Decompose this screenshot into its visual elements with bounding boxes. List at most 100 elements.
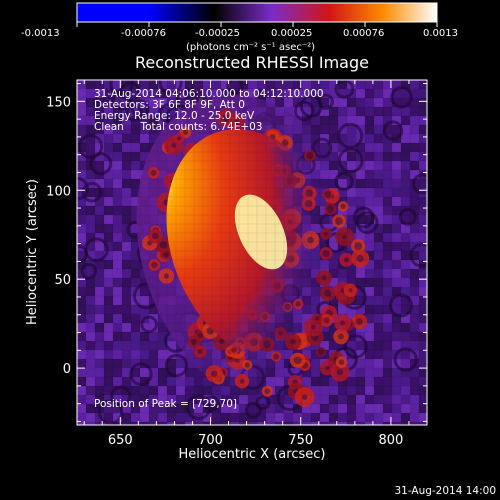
noise-cell	[86, 251, 95, 260]
noise-cell	[221, 89, 230, 98]
noise-cell	[149, 134, 158, 143]
noise-cell	[401, 98, 410, 107]
noise-cell	[419, 269, 427, 278]
noise-cell	[293, 422, 302, 425]
noise-cell	[158, 377, 167, 386]
noise-cell	[86, 386, 95, 395]
flare-lobe-hole	[356, 254, 364, 263]
noise-cell	[86, 233, 95, 242]
noise-cell	[347, 107, 356, 116]
noise-cell	[374, 161, 383, 170]
noise-cell	[374, 98, 383, 107]
noise-cell	[374, 206, 383, 215]
noise-cell	[113, 188, 122, 197]
noise-cell	[185, 98, 194, 107]
noise-cell	[77, 260, 86, 269]
noise-cell	[203, 422, 212, 425]
annotation-detectors: Detectors: 3F 6F 8F 9F, Att 0	[94, 99, 245, 111]
noise-cell	[419, 89, 427, 98]
y-tick-label: 150	[46, 95, 71, 110]
flare-lobe-hole	[163, 273, 170, 279]
noise-cell	[374, 215, 383, 224]
flare-lobe-hole	[197, 332, 204, 339]
noise-cell	[149, 332, 158, 341]
noise-cell	[392, 233, 401, 242]
noise-cell	[113, 395, 122, 404]
noise-cell	[329, 107, 338, 116]
noise-cell	[86, 188, 95, 197]
noise-cell	[122, 125, 131, 134]
noise-cell	[77, 368, 86, 377]
noise-cell	[392, 170, 401, 179]
noise-cell	[86, 404, 95, 413]
noise-cell	[131, 341, 140, 350]
plot-title: Reconstructed RHESSI Image	[135, 53, 369, 72]
noise-cell	[356, 80, 365, 89]
noise-cell	[122, 134, 131, 143]
noise-cell	[275, 89, 284, 98]
noise-cell	[131, 386, 140, 395]
noise-cell	[104, 296, 113, 305]
noise-cell	[419, 413, 427, 422]
annotations: 31-Aug-2014 04:06:10.000 to 04:12:10.000…	[94, 88, 324, 410]
noise-cell	[131, 242, 140, 251]
noise-cell	[77, 386, 86, 395]
noise-cell	[113, 368, 122, 377]
noise-cell	[131, 269, 140, 278]
noise-cell	[122, 170, 131, 179]
colorbar-tick-label: -0.0013	[21, 28, 60, 39]
noise-cell	[419, 161, 427, 170]
noise-cell	[383, 404, 392, 413]
noise-cell	[374, 179, 383, 188]
noise-cell	[95, 332, 104, 341]
noise-cell	[401, 368, 410, 377]
noise-cell	[104, 197, 113, 206]
noise-cell	[401, 377, 410, 386]
noise-cell	[275, 80, 284, 89]
noise-cell	[365, 368, 374, 377]
noise-cell	[401, 107, 410, 116]
noise-cell	[77, 305, 86, 314]
noise-cell	[158, 107, 167, 116]
noise-cell	[410, 278, 419, 287]
noise-cell	[113, 422, 122, 425]
noise-cell	[356, 395, 365, 404]
noise-cell	[383, 143, 392, 152]
noise-cell	[77, 422, 86, 425]
noise-cell	[401, 143, 410, 152]
noise-cell	[311, 422, 320, 425]
noise-cell	[86, 341, 95, 350]
noise-cell	[383, 413, 392, 422]
flare-lobe-hole	[317, 348, 325, 356]
noise-cell	[149, 80, 158, 89]
flare-lobe-hole	[150, 169, 157, 176]
noise-cell	[374, 134, 383, 143]
noise-cell	[131, 125, 140, 134]
flare-lobe-hole	[151, 232, 159, 240]
noise-cell	[149, 107, 158, 116]
noise-cell	[140, 377, 149, 386]
noise-cell	[95, 278, 104, 287]
noise-cell	[419, 368, 427, 377]
noise-cell	[86, 314, 95, 323]
noise-cell	[410, 404, 419, 413]
noise-cell	[374, 107, 383, 116]
flare-lobe-hole	[244, 362, 250, 368]
noise-cell	[365, 404, 374, 413]
noise-cell	[122, 287, 131, 296]
flare-lobe-hole	[301, 394, 308, 400]
noise-cell	[410, 287, 419, 296]
noise-cell	[113, 278, 122, 287]
noise-cell	[158, 89, 167, 98]
noise-cell	[122, 98, 131, 107]
noise-cell	[122, 242, 131, 251]
noise-cell	[167, 386, 176, 395]
noise-cell	[392, 422, 401, 425]
noise-cell	[347, 98, 356, 107]
noise-cell	[365, 197, 374, 206]
noise-cell	[392, 161, 401, 170]
noise-cell	[131, 332, 140, 341]
noise-cell	[167, 377, 176, 386]
noise-cell	[95, 152, 104, 161]
